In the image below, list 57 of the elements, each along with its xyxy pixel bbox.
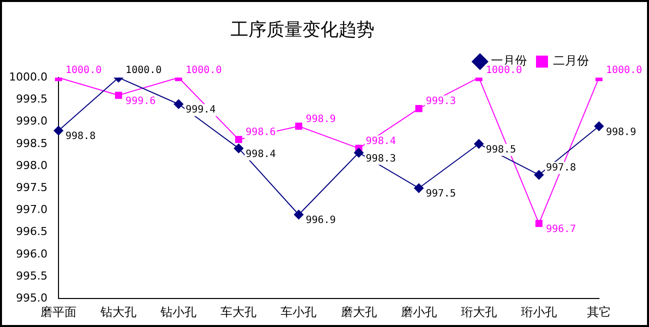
point [534, 170, 544, 180]
y-tick-label: 996.5 [16, 225, 48, 238]
y-tick-label: 997.0 [16, 203, 48, 216]
x-tick-label: 钻小孔 [160, 304, 197, 319]
x-tick-label: 车大孔 [220, 304, 257, 319]
x-tick-label: 珩大孔 [460, 304, 497, 319]
data-label: 996.9 [306, 215, 336, 226]
data-label: 998.9 [606, 126, 636, 138]
legend-label: 二月份 [553, 54, 589, 68]
data-label: 999.3 [426, 96, 456, 108]
point [235, 136, 242, 144]
data-label: 998.3 [366, 153, 396, 164]
point [53, 126, 64, 136]
data-label: 997.8 [546, 162, 576, 174]
point [474, 138, 484, 149]
y-tick-label: 998.5 [16, 136, 48, 150]
y-tick-label: 995.0 [16, 291, 48, 304]
y-tick-label: 999.0 [16, 114, 48, 128]
x-tick-label: 珩小孔 [520, 304, 557, 319]
y-tick-label: 995.5 [16, 269, 48, 282]
x-tick-label: 磨小孔 [400, 304, 437, 319]
data-label: 1000.0 [606, 65, 642, 76]
x-tick-label: 钻大孔 [100, 304, 137, 319]
point [295, 122, 302, 130]
data-label: 998.5 [486, 144, 516, 156]
data-label: 998.8 [65, 131, 96, 142]
y-tick-label: 998.0 [16, 158, 48, 172]
data-label: 1000.0 [65, 65, 102, 76]
data-label: 1000.0 [126, 65, 162, 76]
data-label: 998.9 [306, 114, 336, 125]
data-label: 996.7 [546, 224, 576, 236]
point [535, 220, 542, 227]
chart-title: 工序质量变化趋势 [230, 19, 374, 40]
data-label: 998.4 [246, 148, 276, 160]
data-label: 997.5 [426, 188, 456, 200]
x-tick-label: 磨平面 [40, 304, 76, 319]
y-tick-label: 1000.0 [8, 70, 48, 84]
y-tick-label: 996.0 [16, 247, 48, 260]
data-label: 1000.0 [186, 65, 222, 76]
point [294, 210, 304, 220]
x-tick-label: 磨大孔 [340, 304, 377, 319]
data-label: 999.4 [186, 104, 216, 116]
point [115, 92, 122, 99]
point [594, 121, 604, 132]
data-label: 999.6 [126, 96, 156, 107]
point [415, 105, 422, 112]
data-label: 998.6 [246, 127, 276, 138]
point [354, 148, 364, 158]
data-label: 1000.0 [486, 65, 522, 76]
x-tick-label: 其它 [587, 304, 611, 319]
x-tick-label: 车小孔 [280, 304, 317, 319]
y-tick-label: 999.5 [16, 92, 48, 106]
point [234, 143, 244, 154]
point [174, 99, 184, 110]
data-label: 998.4 [366, 136, 396, 147]
point [414, 183, 424, 194]
y-tick-label: 997.5 [16, 180, 48, 194]
